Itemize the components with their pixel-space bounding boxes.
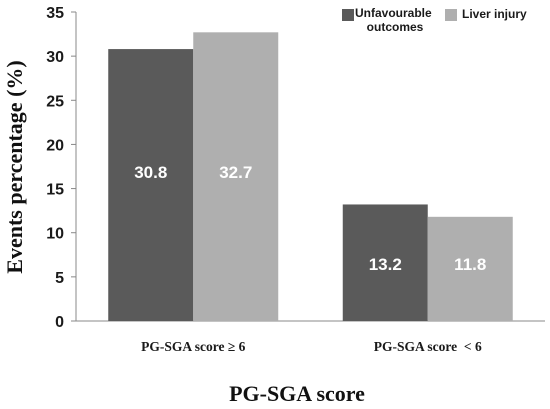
bar [193,32,279,321]
x-category-label: PG-SGA score ≥ 6 [141,339,246,354]
bar-value-label: 11.8 [454,255,486,274]
bar [342,204,428,321]
bar [108,49,194,322]
bar-value-label: 32.7 [219,163,252,182]
bar-value-label: 30.8 [134,163,167,182]
y-tick-label: 30 [46,49,64,66]
data-labels: 30.8 32.7 13.2 11.8 [134,163,486,274]
x-axis-title: PG-SGA score [229,381,365,406]
y-axis: 0 5 10 15 20 25 30 35 [46,5,77,331]
legend-swatch-unfavourable-outcomes [342,9,354,21]
bar-value-label: 13.2 [369,255,402,274]
y-tick-label: 35 [46,5,64,22]
y-tick-label: 10 [46,226,64,243]
y-tick-label: 25 [46,93,64,110]
legend-swatch-liver-injury [445,9,457,21]
legend-label-liver-injury: Liver injury [462,7,527,21]
y-tick-label: 0 [55,314,64,331]
y-tick-label: 5 [55,270,64,287]
legend-label-unfavourable-outcomes: Unfavourable outcomes [355,6,435,34]
x-axis: PG-SGA score ≥ 6 PG-SGA score < 6 [76,320,545,354]
x-category-label: PG-SGA score < 6 [374,339,482,354]
bars [108,32,513,322]
y-axis-title: Events percentage (%) [2,60,27,273]
y-tick-label: 20 [46,137,64,154]
y-tick-label: 15 [46,182,64,199]
legend: Unfavourable outcomes Liver injury [342,6,527,34]
bar [427,216,513,321]
